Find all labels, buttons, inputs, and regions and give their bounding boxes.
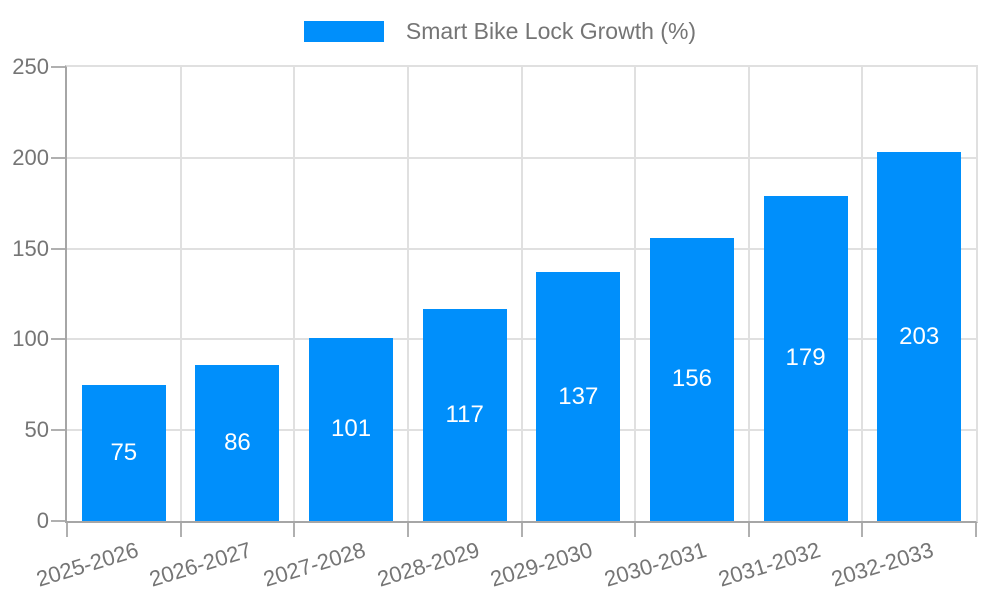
grid-line-vertical [747, 67, 750, 521]
x-axis-category-label-text: 2025-2026 [33, 537, 142, 592]
bar[interactable]: 86 [195, 364, 280, 521]
y-axis-tick [51, 520, 65, 522]
bar[interactable]: 75 [81, 384, 166, 521]
y-axis-tick-label: 200 [12, 144, 49, 170]
grid-line-vertical [406, 67, 409, 521]
bar[interactable]: 137 [536, 272, 621, 521]
x-axis-tick [861, 523, 864, 537]
y-axis-tick [51, 429, 65, 432]
y-axis-tick [51, 338, 65, 341]
bar-value-label: 179 [785, 344, 826, 372]
x-axis-tick [66, 523, 68, 537]
chart-legend-item[interactable]: Smart Bike Lock Growth (%) [0, 18, 1000, 45]
grid-line-vertical [861, 67, 864, 521]
grid-line-vertical [520, 67, 523, 521]
y-axis-tick-label: 250 [12, 54, 49, 79]
x-axis-tick [634, 523, 637, 537]
bar-value-label: 75 [110, 438, 138, 466]
bar[interactable]: 156 [649, 237, 734, 521]
legend-label: Smart Bike Lock Growth (%) [405, 18, 697, 44]
x-axis-tick [975, 523, 977, 537]
y-axis-tick [51, 247, 65, 250]
y-axis-tick-label: 100 [12, 326, 49, 352]
y-axis-tick-label: 150 [12, 235, 49, 261]
bar-value-label: 101 [331, 415, 372, 443]
plot-area: 75 86 101 117 137 156 179 203 [65, 65, 978, 523]
bar[interactable]: 179 [763, 195, 848, 521]
bar-value-label: 156 [671, 365, 712, 393]
grid-line-vertical [634, 67, 637, 521]
bar[interactable]: 117 [422, 308, 507, 521]
bar[interactable]: 203 [877, 152, 962, 521]
x-axis-tick [179, 523, 182, 537]
grid-line-vertical [179, 67, 182, 521]
x-axis-tick [520, 523, 523, 537]
y-axis-tick-label: 50 [24, 417, 49, 443]
y-axis-tick-label: 0 [36, 508, 49, 533]
bar-value-label: 137 [558, 382, 599, 410]
x-axis-tick [747, 523, 750, 537]
bar[interactable]: 101 [309, 337, 394, 521]
x-axis-category-label: 2032-2033 [829, 537, 1000, 592]
bar-value-label: 86 [224, 428, 251, 456]
y-axis-tick [51, 66, 65, 68]
legend-swatch [303, 21, 384, 42]
x-axis-tick [293, 523, 296, 537]
x-axis-tick [406, 523, 409, 537]
grid-line-vertical [293, 67, 296, 521]
bar-value-label: 203 [899, 322, 940, 350]
bar-value-label: 117 [445, 400, 484, 428]
y-axis-tick [51, 156, 65, 159]
